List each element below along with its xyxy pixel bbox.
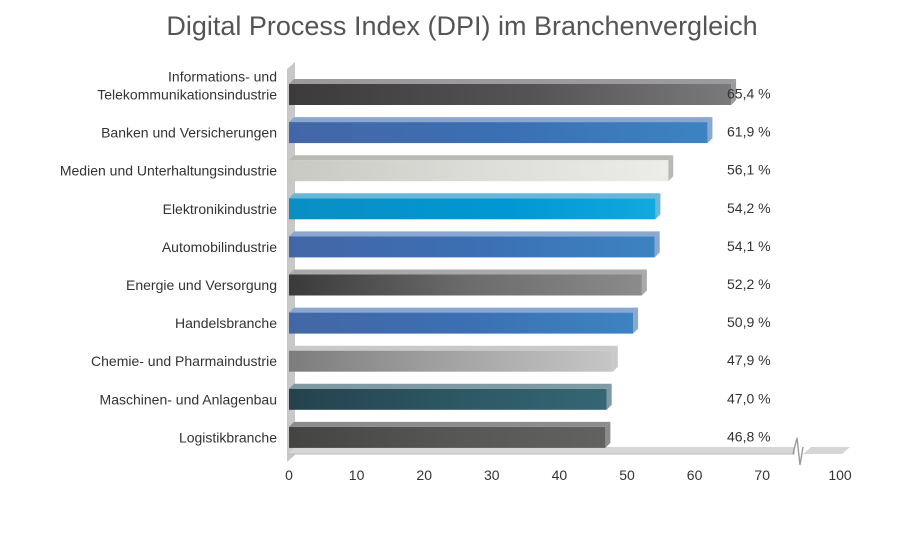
x-tick-label: 30 (484, 467, 500, 483)
value-label: 47,9 % (727, 352, 771, 368)
value-label: 46,8 % (727, 428, 771, 444)
category-label: Energie und Versorgung (126, 277, 277, 293)
bar-end (605, 421, 611, 448)
bar (289, 383, 612, 410)
category-label: Informations- und Telekommunikationsindus… (97, 69, 277, 103)
x-tick-label: 10 (349, 467, 365, 483)
bar (289, 269, 647, 296)
bar-top (289, 117, 713, 123)
bar-end (612, 345, 618, 372)
bar-top (289, 193, 661, 199)
bar-front (289, 312, 634, 334)
bar (289, 345, 618, 372)
x-tick-label: 100 (828, 467, 852, 483)
category-label: Automobilindustrie (162, 239, 277, 255)
value-label: 61,9 % (727, 124, 771, 140)
category-labels: Informations- und Telekommunikationsindus… (60, 69, 277, 446)
category-label: Logistikbranche (179, 429, 277, 445)
category-label: Handelsbranche (175, 315, 277, 331)
axis-floor-right (803, 447, 850, 454)
bar-end (606, 383, 612, 410)
value-label: 52,2 % (727, 276, 771, 292)
bar-end (668, 155, 674, 182)
bar (289, 231, 660, 258)
bar-front (289, 84, 732, 105)
x-tick-label: 0 (285, 467, 293, 483)
x-tick-label: 50 (619, 467, 635, 483)
x-tick-label: 60 (687, 467, 703, 483)
bar (289, 79, 737, 105)
bar-end (655, 193, 661, 220)
chart-title: Digital Process Index (DPI) im Branchenv… (166, 11, 757, 41)
bar-front (289, 274, 642, 296)
bar-end (633, 307, 639, 334)
bar (289, 421, 611, 448)
x-tick-label: 40 (552, 467, 568, 483)
value-labels: 65,4 % 61,9 % 56,1 % 54,2 % 54,1 % 52,2 % 50,9… (727, 86, 771, 445)
bar-top (289, 231, 660, 237)
value-label: 56,1 % (727, 162, 771, 178)
bar-front (289, 236, 655, 258)
bar (289, 307, 639, 334)
bar-top (289, 345, 618, 351)
category-label: Chemie- und Pharmaindustrie (91, 353, 277, 369)
bar-top (289, 421, 611, 427)
bar-front (289, 350, 613, 372)
value-label: 65,4 % (727, 86, 771, 102)
bar-top (289, 269, 647, 275)
bar-front (289, 198, 656, 220)
bar-top (289, 307, 639, 313)
value-label: 47,0 % (727, 390, 771, 406)
bar (289, 117, 713, 144)
bar-front (289, 122, 708, 144)
category-label: Banken und Versicherungen (101, 125, 277, 141)
value-label: 54,1 % (727, 238, 771, 254)
x-tick-label: 20 (416, 467, 432, 483)
category-label: Maschinen- und Anlagenbau (100, 391, 277, 407)
bar-end (641, 269, 647, 296)
bar-front (289, 388, 607, 410)
axis-floor (287, 447, 795, 454)
bar-front (289, 160, 669, 182)
category-label: Medien und Unterhaltungsindustrie (60, 163, 277, 179)
value-label: 50,9 % (727, 314, 771, 330)
bar-front (289, 426, 606, 448)
x-tick-label: 70 (754, 467, 770, 483)
bar-top (289, 79, 737, 84)
category-label: Elektronikindustrie (163, 201, 278, 217)
bars-group (289, 79, 737, 448)
bar-end (731, 79, 737, 105)
bar-top (289, 383, 612, 389)
axis-break-mark (792, 437, 804, 466)
bar-top (289, 155, 674, 161)
bar (289, 155, 674, 182)
value-label: 54,2 % (727, 200, 771, 216)
bar (289, 193, 661, 220)
x-tick-labels: 0 10 20 30 40 50 60 70 100 (285, 467, 852, 483)
bar-end (654, 231, 660, 258)
bar-end (707, 117, 713, 144)
